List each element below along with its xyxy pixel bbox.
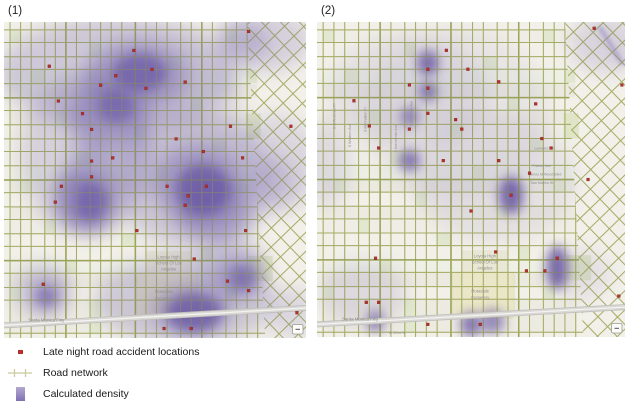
svg-text:Francis Ave: Francis Ave [532,164,551,168]
svg-text:School Of Los: School Of Los [472,260,498,265]
svg-text:School Of Los: School Of Los [155,260,181,265]
legend-row-accidents: Late night road accident locations [8,344,199,359]
panel-1-label: (1) [8,5,23,17]
legend-label-accidents: Late night road accident locations [43,345,200,358]
svg-text:W 22nd St: W 22nd St [389,331,406,335]
panel-2-label: (2) [321,5,336,17]
svg-text:Santa Monica Fwy: Santa Monica Fwy [28,318,65,323]
svg-text:S Mariposa Ave: S Mariposa Ave [409,101,413,126]
svg-text:S Manhattan Pl: S Manhattan Pl [363,107,367,132]
svg-text:Santa Monica Fwy: Santa Monica Fwy [342,317,379,322]
density-swatch-icon [8,386,32,401]
svg-text:Angeles: Angeles [161,266,176,271]
svg-text:Leeward Ave: Leeward Ave [535,147,556,151]
legend-label-density: Calculated density [43,387,129,400]
legend: Late night road accident locations Road … [8,344,199,407]
svg-text:San Marino St: San Marino St [530,181,553,185]
svg-text:Rosedale: Rosedale [471,288,489,293]
legend-row-road-network: Road network [8,365,199,380]
svg-text:S St Andrews Pl: S St Andrews Pl [332,103,336,129]
map-panel-network-density: Loyola High School Of Los Angeles Rosedale C… [317,22,625,337]
svg-text:Loyola High: Loyola High [474,254,497,259]
svg-text:Angeles: Angeles [477,266,492,271]
accident-point-icon [8,349,32,354]
legend-row-density: Calculated density [8,386,199,401]
legend-label-road-network: Road network [43,366,108,379]
svg-text:Cemetery: Cemetery [155,296,174,301]
svg-text:Loyola High: Loyola High [158,254,181,259]
road-network-icon [8,368,32,378]
svg-text:Rosedale: Rosedale [155,289,173,294]
svg-text:Cemetery: Cemetery [471,295,490,300]
svg-text:S Western Ave: S Western Ave [348,124,352,148]
svg-text:S Normandie Ave: S Normandie Ave [394,125,398,153]
svg-text:James M Wood Blvd: James M Wood Blvd [528,172,561,176]
map-panel-kernel-density: Loyola High School Of Los Angeles Rosedale C… [4,22,306,338]
